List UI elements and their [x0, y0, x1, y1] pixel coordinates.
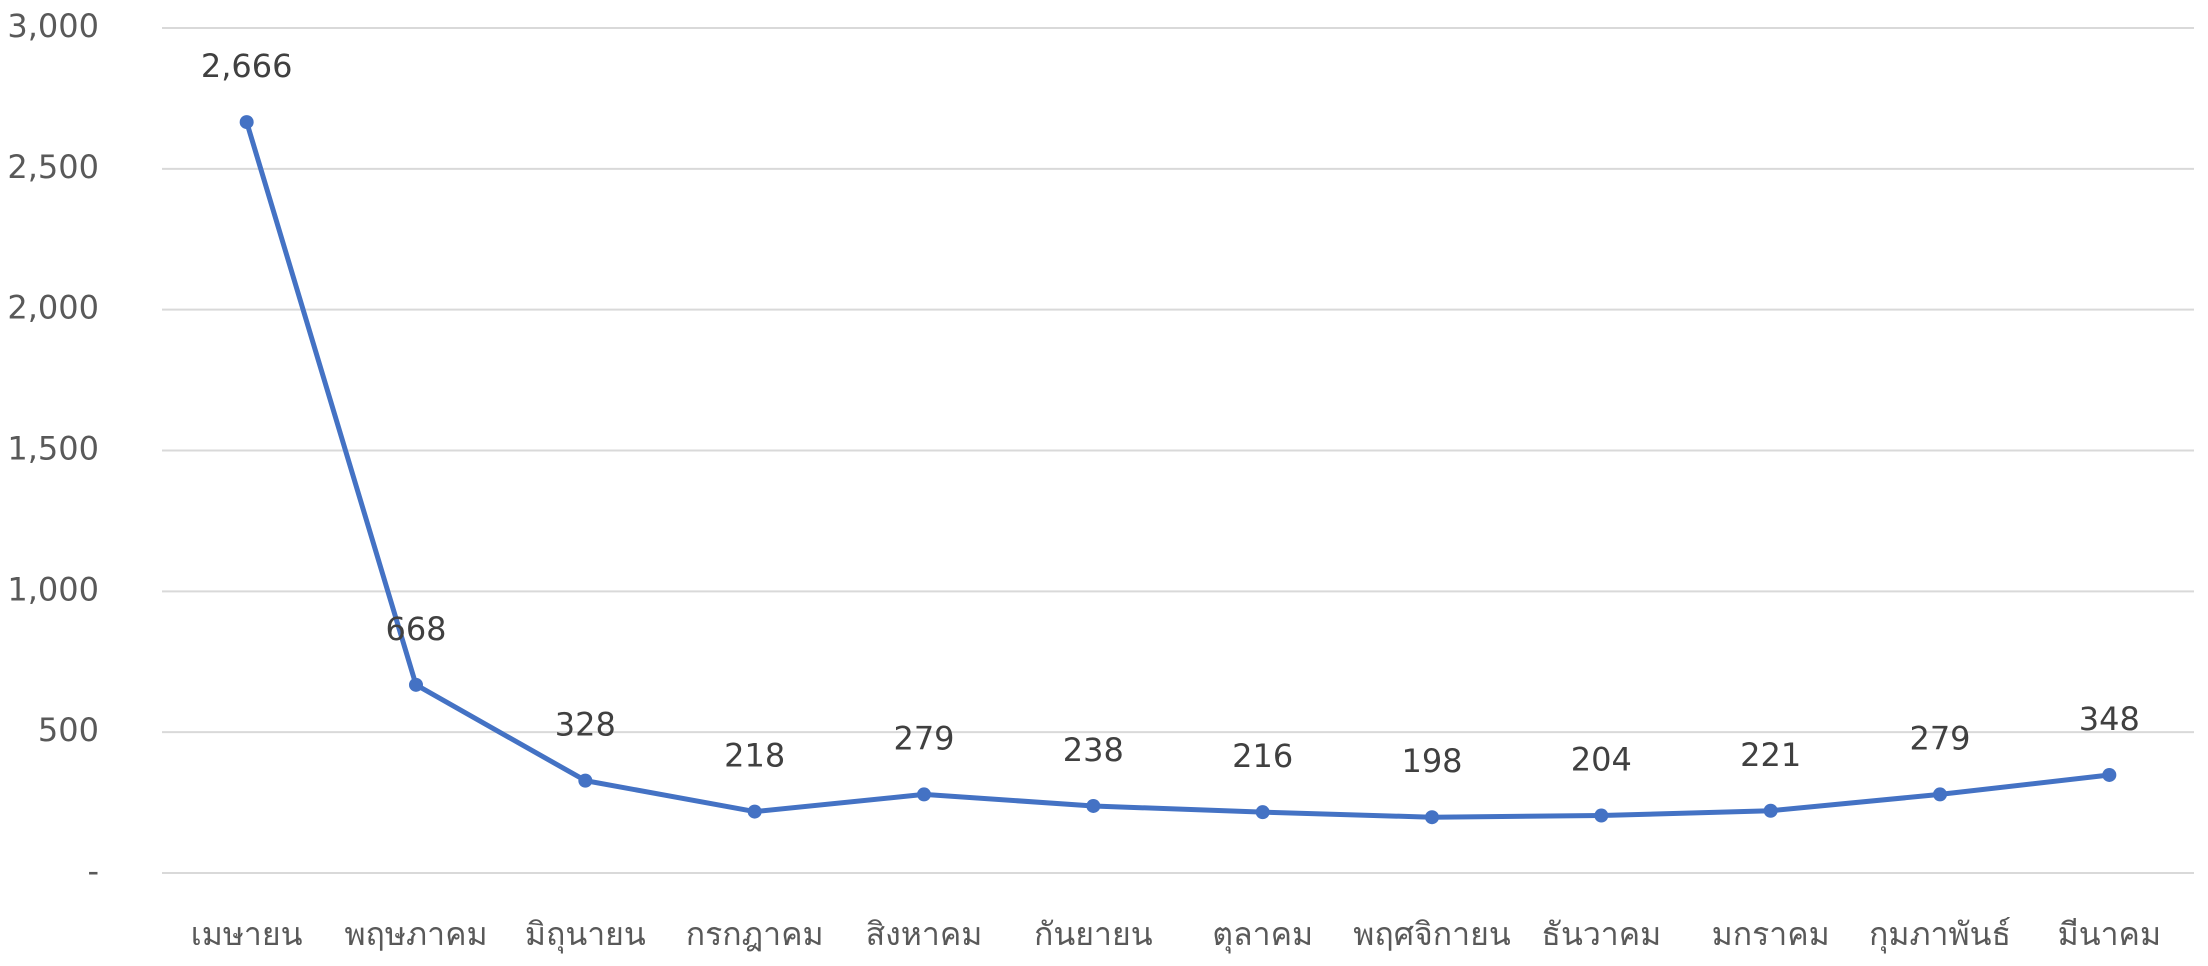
- y-tick-label: 3,000: [7, 7, 99, 45]
- x-tick-label: กุมภาพันธ์: [1869, 915, 2011, 954]
- data-label: 2,666: [201, 47, 293, 85]
- data-label: 198: [1401, 742, 1462, 780]
- point: [1255, 805, 1270, 820]
- x-tick-label: มิถุนายน: [525, 915, 646, 954]
- y-tick-label: 1,000: [7, 570, 99, 608]
- point: [239, 115, 254, 130]
- line: [244, 121, 2110, 820]
- data-label: 279: [1909, 719, 1970, 757]
- point: [1933, 787, 1947, 802]
- data-label: 221: [1740, 736, 1801, 774]
- x-tick-label: ตุลาคม: [1212, 915, 1313, 954]
- point: [2102, 767, 2117, 782]
- y-tick-label: 500: [38, 711, 99, 749]
- x-tick-label: กรกฎาคม: [686, 915, 824, 953]
- x-tick-label: พฤษภาคม: [344, 915, 487, 953]
- data-label: 238: [1063, 731, 1124, 769]
- point: [1425, 810, 1439, 825]
- x-tick-label: เมษายน: [191, 915, 303, 953]
- data-label: 348: [2079, 700, 2140, 738]
- x-tick-label: สิงหาคม: [866, 915, 983, 953]
- point: [1086, 798, 1101, 813]
- x-tick-label: กันยายน: [1034, 915, 1153, 953]
- x-tick-label: พฤศจิกายน: [1353, 915, 1511, 953]
- point: [747, 804, 762, 819]
- x-tick-label: ธันวาคม: [1541, 915, 1661, 953]
- y-tick-label: -: [87, 852, 99, 890]
- data-label: 328: [555, 706, 616, 744]
- y-tick-label: 1,500: [7, 430, 99, 468]
- x-tick-label: มกราคม: [1712, 915, 1830, 953]
- y-tick-label: 2,500: [7, 148, 99, 186]
- point: [1763, 803, 1778, 818]
- data-label: 279: [893, 719, 954, 757]
- point: [409, 677, 423, 692]
- data-label: 216: [1232, 737, 1293, 775]
- point: [917, 787, 931, 802]
- y-tick-label: 2,000: [7, 289, 99, 327]
- x-tick-label: มีนาคม: [2058, 915, 2161, 953]
- data-label: 204: [1571, 741, 1632, 779]
- point: [578, 773, 593, 788]
- point: [1594, 808, 1609, 823]
- data-label: 218: [724, 737, 785, 775]
- data-label: 668: [385, 610, 446, 648]
